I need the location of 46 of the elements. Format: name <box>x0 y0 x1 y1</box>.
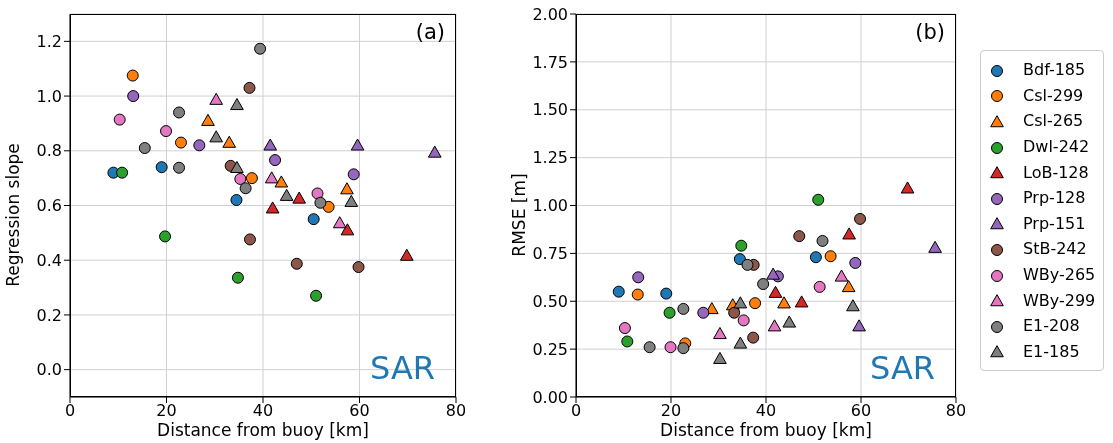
x-tick-label: 60 <box>850 401 872 421</box>
y-tick-label: 0.25 <box>532 339 568 359</box>
legend-label: Csl-265 <box>1023 111 1084 131</box>
legend-label: Prp-151 <box>1023 213 1086 233</box>
legend-label: Csl-299 <box>1023 85 1084 105</box>
x-axis-title: Distance from buoy [km] <box>156 420 370 440</box>
legend-label: WBy-265 <box>1023 265 1096 285</box>
y-tick-label: 0.75 <box>532 244 568 264</box>
y-axis-title: Regression slope <box>3 142 23 289</box>
y-tick-label: 1.00 <box>532 196 568 216</box>
y-tick-label: 1.2 <box>36 32 62 52</box>
y-tick-label: 2.00 <box>532 4 568 24</box>
y-tick-label: 0.4 <box>36 250 62 270</box>
annotation: (a) <box>415 20 445 44</box>
x-tick-label: 20 <box>156 401 177 421</box>
legend-label: WBy-299 <box>1023 290 1096 310</box>
legend-label: StB-242 <box>1023 239 1087 259</box>
x-tick-label: 60 <box>349 401 370 421</box>
x-tick-label: 80 <box>945 401 967 421</box>
legend-label: Dwl-242 <box>1023 137 1090 157</box>
x-tick-label: 40 <box>755 401 777 421</box>
y-axis-title: RMSE [m] <box>509 172 529 259</box>
y-tick-label: 1.0 <box>36 86 62 106</box>
x-tick-label: 20 <box>660 401 682 421</box>
annotation: SAR <box>369 349 435 387</box>
x-tick-label: 80 <box>445 401 467 421</box>
y-tick-label: 0.6 <box>36 196 62 216</box>
y-tick-label: 1.50 <box>532 100 568 120</box>
y-tick-label: 1.75 <box>532 52 568 72</box>
legend-label: E1-208 <box>1023 316 1080 336</box>
x-tick-label: 0 <box>570 401 582 421</box>
x-tick-label: 0 <box>64 401 76 421</box>
legend-label: Prp-128 <box>1023 188 1086 208</box>
legend-label: Bdf-185 <box>1023 60 1086 80</box>
x-tick-label: 40 <box>252 401 274 421</box>
legend-label: E1-185 <box>1023 341 1080 361</box>
legend-label: LoB-128 <box>1023 162 1089 182</box>
annotation: SAR <box>869 349 935 387</box>
y-tick-label: 0.2 <box>36 305 62 325</box>
y-tick-label: 0.0 <box>36 360 62 380</box>
y-tick-label: 0.00 <box>532 387 568 407</box>
y-tick-label: 0.50 <box>532 291 568 311</box>
x-axis-title: Distance from buoy [km] <box>659 420 873 440</box>
y-tick-label: 1.25 <box>532 148 568 168</box>
y-tick-label: 0.8 <box>36 141 62 161</box>
annotation: (b) <box>915 20 945 44</box>
